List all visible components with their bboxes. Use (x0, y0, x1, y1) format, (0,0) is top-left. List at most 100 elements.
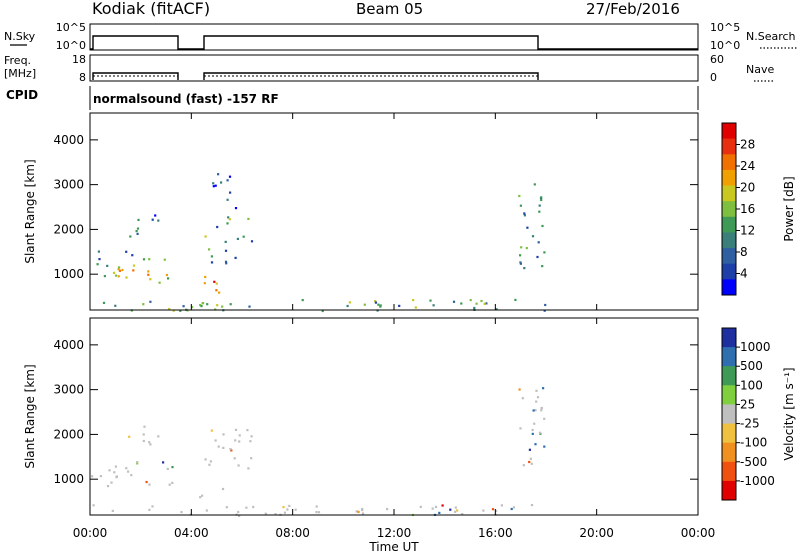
data-cell-0-7-22 (114, 304, 117, 307)
data-cell-1-5-87 (274, 513, 277, 516)
data-cell-1-3-30 (234, 428, 238, 431)
data-cell-0-7-24 (473, 306, 476, 310)
data-cell-0-3-9 (215, 282, 218, 285)
data-cell-0-7-52 (200, 305, 203, 308)
data-cell-0-6-5 (540, 198, 543, 202)
colorbar-seg-power-7 (722, 232, 736, 249)
colorbar-seg-power-5 (722, 201, 736, 218)
data-cell-0-7-84 (544, 303, 547, 307)
data-cell-1-5-55 (500, 504, 503, 507)
data-cell-1-5-2 (315, 511, 318, 514)
data-cell-1-5-38 (361, 507, 364, 511)
data-cell-1-4-34 (542, 387, 545, 390)
data-cell-0-3-8 (204, 275, 207, 279)
colorbar-title-power: Power [dB] (782, 176, 796, 241)
data-cell-1-1-7 (128, 435, 131, 438)
data-cell-1-0-40 (106, 485, 110, 488)
data-cell-0-6-4 (541, 224, 544, 228)
data-cell-1-5-23 (449, 508, 452, 511)
colorbar-seg-velocity-5 (722, 423, 736, 444)
y-tick-label-velocity-3: 4000 (53, 338, 84, 352)
nsky-tick-bottom-left: 10^0 (56, 39, 86, 52)
data-cell-1-3-31 (222, 433, 225, 436)
nave-label: Nave (746, 63, 774, 76)
x-tick-label-2: 08:00 (275, 526, 310, 540)
data-cell-0-1-8 (98, 258, 101, 261)
x-axis-label: Time UT (368, 540, 419, 554)
data-cell-0-2-11 (136, 227, 140, 230)
colorbar-label-power-1: 8 (740, 245, 748, 259)
data-cell-1-5-20 (205, 509, 208, 512)
data-cell-0-7-37 (480, 299, 483, 303)
data-cell-0-6-16 (526, 226, 529, 229)
data-cell-1-5-37 (151, 505, 154, 508)
data-cell-1-4-6 (522, 464, 525, 467)
data-cell-0-7-57 (374, 300, 377, 303)
y-tick-label-power-3: 4000 (53, 133, 84, 147)
data-cell-1-5-14 (111, 509, 114, 512)
beam-title: Beam 05 (356, 0, 424, 18)
data-cell-0-5-2 (226, 198, 229, 201)
data-cell-1-4-4 (535, 400, 538, 403)
data-cell-0-7-85 (321, 309, 324, 313)
data-cell-1-5-75 (361, 512, 365, 515)
colorbar-seg-power-2 (722, 154, 736, 171)
data-cell-1-5-42 (510, 507, 513, 511)
colorbar-label-velocity-0: 1000 (740, 340, 771, 354)
colorbar-label-velocity-6: -500 (740, 455, 767, 469)
data-cell-1-3-15 (237, 464, 240, 467)
data-cell-0-0-18 (112, 271, 116, 274)
data-cell-1-4-32 (532, 409, 535, 412)
data-cell-0-5-13 (226, 179, 229, 182)
data-cell-0-7-68 (172, 309, 175, 312)
data-cell-0-6-26 (531, 235, 535, 238)
data-cell-1-0-16 (136, 461, 139, 464)
nave-tick-bottom: 0 (710, 71, 717, 84)
data-cell-1-0-15 (114, 465, 117, 468)
data-cell-1-0-39 (110, 481, 113, 484)
data-cell-0-0-4 (121, 268, 124, 272)
data-cell-1-0-43 (166, 467, 169, 470)
data-cell-0-5-7 (217, 173, 220, 176)
colorbar-title-velocity: Velocity [m s⁻¹] (782, 367, 796, 460)
data-cell-1-5-64 (283, 511, 286, 514)
data-cell-1-3-23 (217, 445, 220, 448)
data-cell-0-7-78 (495, 308, 498, 311)
colorbar-label-velocity-4: -25 (740, 417, 760, 431)
data-cell-1-1-12 (142, 439, 145, 443)
data-cell-0-7-95 (398, 304, 401, 307)
data-cell-1-4-33 (528, 460, 531, 464)
data-cell-1-3-17 (250, 457, 253, 460)
data-cell-0-2-1 (136, 232, 139, 235)
data-cell-1-0-27 (99, 475, 102, 478)
data-cell-0-2-4 (154, 214, 157, 217)
data-cell-0-0-24 (165, 273, 168, 277)
data-cell-0-4-38 (208, 248, 211, 251)
data-cell-1-3-27 (209, 460, 212, 463)
data-cell-1-3-4 (222, 446, 225, 449)
data-cell-0-6-18 (538, 204, 541, 207)
data-cell-0-4-21 (224, 260, 228, 263)
data-cell-0-0-20 (118, 269, 121, 272)
freq-label-1: Freq. (4, 54, 31, 67)
data-cell-1-5-79 (431, 507, 434, 510)
data-cell-0-4-43 (216, 225, 219, 229)
data-cell-0-7-98 (201, 302, 205, 305)
colorbar-frame-velocity (721, 327, 737, 501)
data-cell-1-5-16 (264, 512, 267, 515)
data-cell-1-0-1 (113, 471, 116, 474)
data-cell-0-5-5 (234, 207, 238, 210)
data-cell-0-7-83 (168, 307, 171, 311)
freq-label-2: [MHz] (4, 67, 36, 80)
data-cell-0-5-1 (229, 191, 232, 194)
data-cell-0-6-33 (543, 251, 546, 254)
data-cell-0-7-48 (377, 303, 380, 306)
data-cell-1-3-36 (208, 463, 211, 466)
data-cell-0-0-27 (132, 269, 135, 272)
data-cell-0-0-12 (118, 266, 121, 269)
y-tick-label-velocity-2: 3000 (53, 383, 84, 397)
data-cell-0-0-2 (117, 268, 120, 271)
colorbar-seg-power-8 (722, 248, 736, 265)
colorbar-seg-velocity-1 (722, 347, 736, 367)
data-cell-0-2-10 (137, 218, 140, 221)
